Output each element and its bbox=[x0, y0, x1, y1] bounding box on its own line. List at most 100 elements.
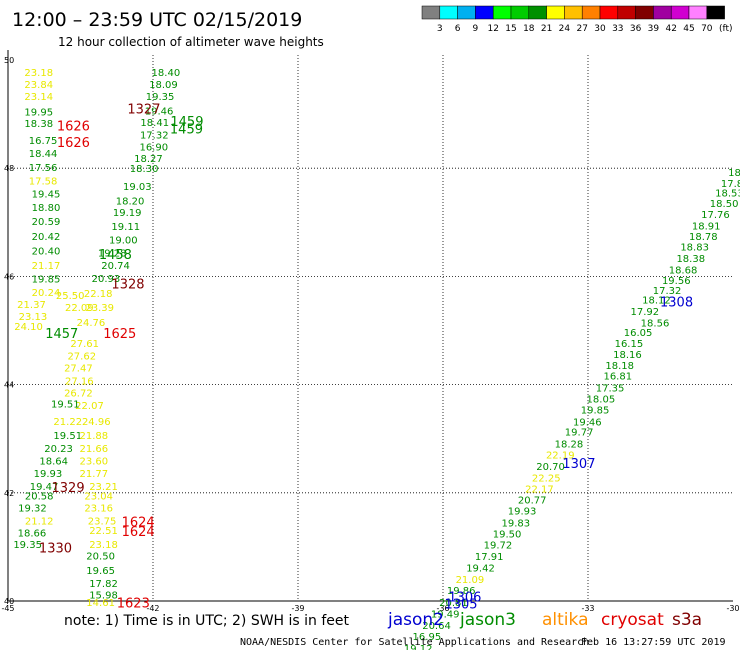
pass-time-label: 1307 bbox=[562, 457, 595, 472]
wave-height-label: 19.83 bbox=[501, 519, 530, 530]
y-tick-label: 46 bbox=[4, 272, 14, 281]
wave-height-label: 17.82 bbox=[721, 179, 740, 190]
wave-height-label: 19.49 bbox=[431, 609, 460, 620]
wave-height-label: 19.46 bbox=[573, 417, 602, 428]
color-scale-label: 15 bbox=[505, 24, 516, 34]
pass-time-label: 1624 bbox=[122, 525, 155, 540]
wave-height-label: 19.03 bbox=[123, 182, 152, 193]
wave-height-label: 19.19 bbox=[113, 208, 142, 219]
color-swatch bbox=[492, 5, 512, 20]
wave-height-label: 27.62 bbox=[67, 351, 96, 362]
color-swatch bbox=[439, 5, 458, 20]
pass-time-label: 1459 bbox=[170, 123, 203, 138]
wave-height-label: 18.18 bbox=[605, 361, 634, 372]
wave-height-label: 21.17 bbox=[32, 261, 61, 272]
wave-height-label: 27.47 bbox=[64, 363, 93, 374]
pass-time-label: 1626 bbox=[57, 136, 90, 151]
wave-height-label: 19.93 bbox=[34, 469, 63, 480]
wave-height-label: 22.51 bbox=[89, 526, 118, 537]
wave-height-label: 20.77 bbox=[518, 495, 547, 506]
wave-height-label: 19.65 bbox=[86, 566, 115, 577]
wave-height-label: 17.92 bbox=[631, 307, 660, 318]
color-scale-label: 3 bbox=[437, 24, 443, 34]
pass-time-label: 1457 bbox=[45, 327, 78, 342]
wave-height-label: 21.77 bbox=[80, 469, 109, 480]
wave-height-label: 19.51 bbox=[53, 431, 82, 442]
wave-height-label: 16.95 bbox=[413, 632, 442, 643]
wave-height-label: 23.75 bbox=[88, 516, 117, 527]
footer-credit: NOAA/NESDIS Center for Satellite Applica… bbox=[240, 637, 589, 648]
color-swatch bbox=[546, 5, 565, 20]
wave-height-label: 18.30 bbox=[130, 164, 159, 175]
wave-height-label: 18.44 bbox=[29, 149, 58, 160]
color-swatch bbox=[581, 5, 601, 20]
wave-height-label: 23.18 bbox=[24, 68, 53, 79]
x-tick-label: -39 bbox=[291, 604, 304, 613]
wave-height-label: 18.64 bbox=[39, 456, 68, 467]
wave-height-label: 17.58 bbox=[29, 177, 58, 188]
wave-height-label: 19.72 bbox=[484, 541, 513, 552]
wave-height-label: 18.09 bbox=[149, 80, 178, 91]
wave-height-label: 20.93 bbox=[92, 274, 121, 285]
color-scale-legend: 3 6 9 12 15 18 21 24 27 30 33 36 39 42 45 70 (ft) bbox=[421, 5, 733, 34]
color-swatch bbox=[528, 5, 547, 20]
wave-height-label: 18.40 bbox=[152, 68, 181, 79]
wave-height-label: 25.50 bbox=[56, 291, 85, 302]
color-scale-label: 12 bbox=[487, 24, 498, 34]
x-tick-label: -30 bbox=[726, 604, 739, 613]
wave-height-label: 18.16 bbox=[728, 168, 740, 179]
pass-time-label: 1623 bbox=[117, 597, 150, 612]
color-scale-unit: (ft) bbox=[719, 24, 733, 34]
wave-height-label: 23.21 bbox=[89, 482, 118, 493]
wave-height-label: 20.40 bbox=[32, 246, 61, 257]
wave-height-label: 23.04 bbox=[84, 492, 113, 503]
wave-height-label: 22.09 bbox=[65, 303, 94, 314]
color-scale-label: 30 bbox=[594, 24, 606, 34]
color-swatch bbox=[599, 5, 619, 20]
wave-height-label: 18.12 bbox=[642, 296, 671, 307]
wave-height-label: 20.81 bbox=[439, 598, 468, 609]
wave-height-label: 19.85 bbox=[581, 405, 610, 416]
wave-height-label: 23.39 bbox=[85, 303, 114, 314]
wave-height-label: 19.35 bbox=[13, 540, 42, 551]
wave-height-label: 22.17 bbox=[525, 484, 554, 495]
wave-height-label: 24.96 bbox=[82, 417, 111, 428]
pass-time-label: 1329 bbox=[52, 481, 85, 496]
wave-height-label: 19.85 bbox=[32, 275, 61, 286]
wave-height-label: 18.53 bbox=[715, 189, 740, 200]
color-swatch bbox=[670, 5, 690, 20]
color-swatch bbox=[688, 5, 708, 20]
wave-height-label: 18.38 bbox=[676, 254, 705, 265]
wave-height-label: 20.42 bbox=[32, 232, 61, 243]
x-tick-label: -42 bbox=[146, 604, 159, 613]
wave-height-label: 24.10 bbox=[14, 322, 43, 333]
wave-height-label: 18.28 bbox=[555, 440, 584, 451]
wave-height-label: 18.68 bbox=[669, 265, 698, 276]
wave-height-label: 22.19 bbox=[546, 450, 575, 461]
wave-height-label: 23.14 bbox=[24, 92, 53, 103]
wave-height-label: 18.66 bbox=[18, 528, 47, 539]
wave-height-label: 16.81 bbox=[603, 371, 632, 382]
wave-height-label: 18.16 bbox=[613, 350, 642, 361]
legend-altika: altika bbox=[542, 610, 589, 630]
wave-height-label: 20.74 bbox=[101, 261, 130, 272]
wave-height-label: 18.78 bbox=[689, 232, 718, 243]
satellite-tracks: 23.1823.8423.1419.9518.3816.7518.4417.56… bbox=[13, 68, 740, 655]
color-swatch bbox=[653, 5, 672, 20]
wave-height-label: 16.05 bbox=[624, 328, 653, 339]
color-swatch bbox=[564, 5, 583, 20]
wave-height-label: 22.18 bbox=[84, 289, 113, 300]
wave-height-label: 23.60 bbox=[80, 456, 109, 467]
wave-height-label: 19.42 bbox=[466, 563, 495, 574]
wave-height-label: 22.25 bbox=[532, 474, 561, 485]
wave-height-label: 17.91 bbox=[475, 552, 504, 563]
wave-height-label: 19.77 bbox=[565, 428, 594, 439]
y-tick-label: 50 bbox=[4, 56, 14, 65]
wave-height-label: 21.09 bbox=[456, 575, 485, 586]
color-swatch bbox=[635, 5, 654, 20]
color-scale-label: 70 bbox=[701, 24, 713, 34]
wave-height-label: 19.46 bbox=[145, 106, 174, 117]
wave-height-label: 20.50 bbox=[86, 552, 115, 563]
pass-time-label: 1328 bbox=[111, 277, 144, 292]
